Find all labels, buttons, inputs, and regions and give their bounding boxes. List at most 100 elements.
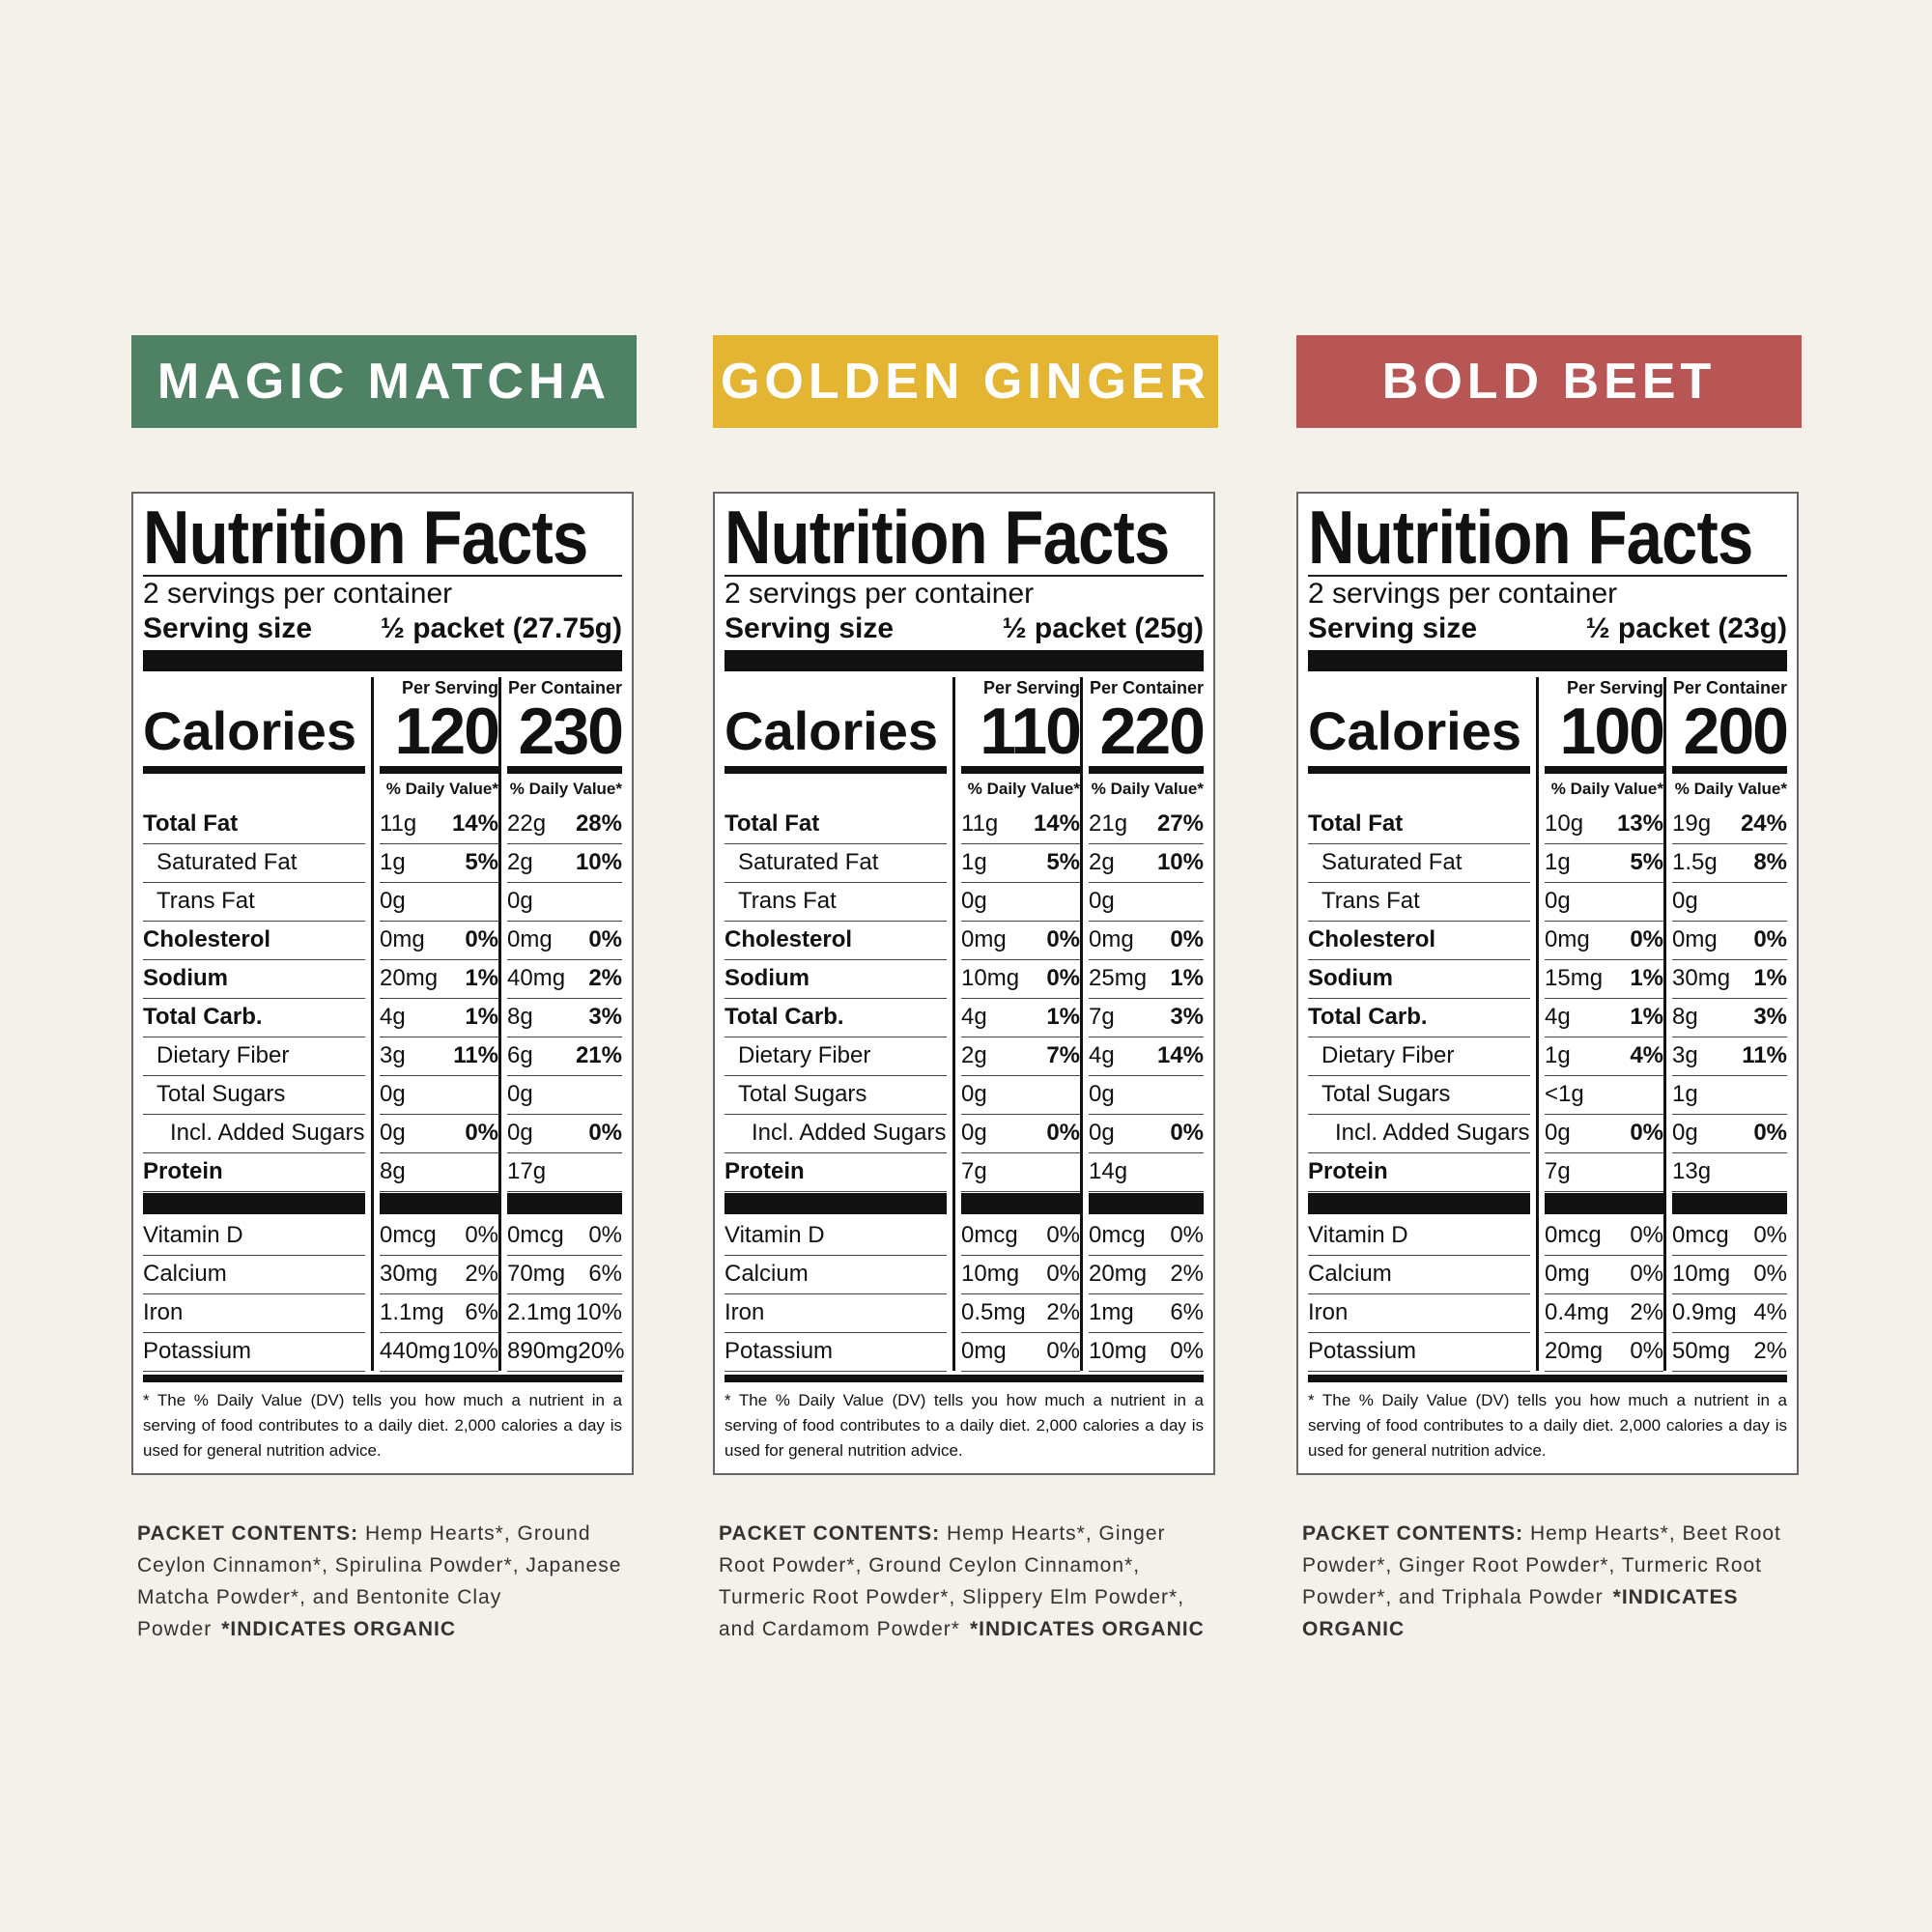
nutrient-name: Saturated Fat [143, 843, 365, 883]
amount-cell: 0g [952, 882, 1080, 922]
amount-cell: 0g 0% [371, 1114, 498, 1153]
amount-cell: 0.9mg 4% [1663, 1293, 1787, 1333]
nutrient-cell: Saturated Fat [724, 843, 952, 883]
footnote: * The % Daily Value (DV) tells you how m… [1308, 1391, 1787, 1460]
dv-header: % Daily Value* [498, 774, 622, 805]
amount-cell: 0mcg 0% [1536, 1216, 1663, 1256]
serving-size-row: Serving size ½ packet (25g) [724, 611, 1204, 646]
calories-column: Per Container 220 [1080, 677, 1206, 774]
nutrient-cell: Vitamin D [143, 1216, 371, 1256]
amount: 0mcg [961, 1221, 1018, 1248]
nutrient-cell: Protein [724, 1152, 952, 1192]
bar-cell [952, 1191, 1080, 1216]
bar-cell [724, 1191, 952, 1216]
amount-cell: 0g 0% [1080, 1114, 1204, 1153]
amount-cell: 25mg 1% [1080, 959, 1204, 999]
amount-inner: 7g [961, 1152, 1080, 1192]
nutrient-name: Total Fat [143, 805, 365, 844]
organic-note: *INDICATES ORGANIC [1302, 1586, 1739, 1640]
nutrient-name: Total Fat [724, 805, 947, 844]
nutrition-label: Nutrition Facts 2 servings per container S… [713, 492, 1215, 1475]
label-heading: Nutrition Facts [1308, 495, 1753, 580]
amount: 0mg [1672, 925, 1718, 952]
nutrient-name: Vitamin D [724, 1216, 947, 1256]
amount-cell: 7g [1536, 1152, 1663, 1192]
daily-value: 10% [575, 1298, 622, 1325]
nutrient-cell: Total Fat [724, 805, 952, 844]
amount-cell: 0g [498, 1075, 622, 1115]
amount-inner: 40mg 2% [507, 959, 622, 999]
amount: 4g [380, 1003, 406, 1030]
product-banner: MAGIC MATCHA [131, 335, 637, 428]
calories-value: 230 [507, 698, 624, 774]
amount: 0g [507, 1080, 533, 1107]
amount-cell: 1g 4% [1536, 1037, 1663, 1076]
heading-wrap: Nutrition Facts [724, 499, 1204, 577]
amount: 8g [1672, 1003, 1698, 1030]
daily-value: 2% [1046, 1298, 1080, 1325]
amount-cell: 13g [1663, 1152, 1787, 1192]
nutrient-cell: Cholesterol [724, 921, 952, 960]
daily-value: 0% [1170, 925, 1204, 952]
daily-value: 1% [1630, 964, 1663, 991]
amount: 10mg [961, 964, 1020, 991]
daily-value: 0% [1170, 1337, 1204, 1364]
amount: 30mg [1672, 964, 1731, 991]
daily-value: 3% [1753, 1003, 1787, 1030]
amount: 3g [1672, 1041, 1698, 1068]
amount: 13g [1672, 1157, 1712, 1184]
amount-cell: 3g 11% [1663, 1037, 1787, 1076]
amount-cell: 0mg 0% [371, 921, 498, 960]
daily-value: 14% [451, 810, 498, 837]
amount: 1g [1545, 1041, 1571, 1068]
calories-column: Per Serving 110 [952, 677, 1082, 774]
amount: 70mg [507, 1260, 566, 1287]
daily-value: 0% [1046, 1221, 1080, 1248]
amount-inner: 0mcg 0% [380, 1216, 498, 1256]
black-bar [724, 1193, 947, 1214]
nutrient-name: Total Carb. [724, 998, 947, 1037]
nutrient-name: Calcium [143, 1255, 365, 1294]
amount-cell: 0mg 0% [1536, 921, 1663, 960]
product-panel: MAGIC MATCHA Nutrition Facts 2 servings pe… [131, 335, 637, 1645]
nutrient-name: Calcium [724, 1255, 947, 1294]
amount: 0g [1545, 887, 1571, 914]
amount-inner: 1g 5% [380, 843, 498, 883]
bar-cell [498, 1191, 622, 1216]
serving-size: ½ packet (23g) [1585, 612, 1787, 644]
daily-value: 0% [1630, 1221, 1663, 1248]
amount-inner: 10g 13% [1545, 805, 1663, 844]
amount-inner: 0g 0% [961, 1114, 1080, 1153]
amount: 10mg [1672, 1260, 1731, 1287]
amount: 1g [380, 848, 406, 875]
amount-cell: 1g 5% [371, 843, 498, 883]
nutrient-name: Trans Fat [1308, 882, 1530, 922]
bottom-bar [143, 1375, 622, 1382]
heading-wrap: Nutrition Facts [1308, 499, 1787, 577]
thick-bar [1308, 650, 1787, 671]
label-heading: Nutrition Facts [724, 495, 1170, 580]
nutrient-cell: Saturated Fat [1308, 843, 1536, 883]
amount-inner: 10mg 0% [1672, 1255, 1787, 1294]
amount-cell: 14g [1080, 1152, 1204, 1192]
daily-value: 2% [465, 1260, 498, 1287]
amount-cell: 0mcg 0% [1663, 1216, 1787, 1256]
calories-column: Per Serving 100 [1536, 677, 1665, 774]
daily-value: 3% [588, 1003, 622, 1030]
amount-cell: <1g [1536, 1075, 1663, 1115]
daily-value: 27% [1156, 810, 1204, 837]
amount: 4g [961, 1003, 987, 1030]
thick-bar [724, 650, 1204, 671]
amount-cell: 890mg 20% [498, 1332, 625, 1372]
amount-cell: 7g 3% [1080, 998, 1204, 1037]
amount-inner: 890mg 20% [507, 1332, 625, 1372]
amount-inner: 0g [961, 882, 1080, 922]
amount: 0mg [1545, 925, 1590, 952]
amount-cell: 1g 5% [1536, 843, 1663, 883]
amount: 0mcg [507, 1221, 564, 1248]
daily-value: 2% [1630, 1298, 1663, 1325]
amount-inner: 1.5g 8% [1672, 843, 1787, 883]
amount: 0g [961, 887, 987, 914]
nutrient-cell: Incl. Added Sugars [143, 1114, 371, 1153]
